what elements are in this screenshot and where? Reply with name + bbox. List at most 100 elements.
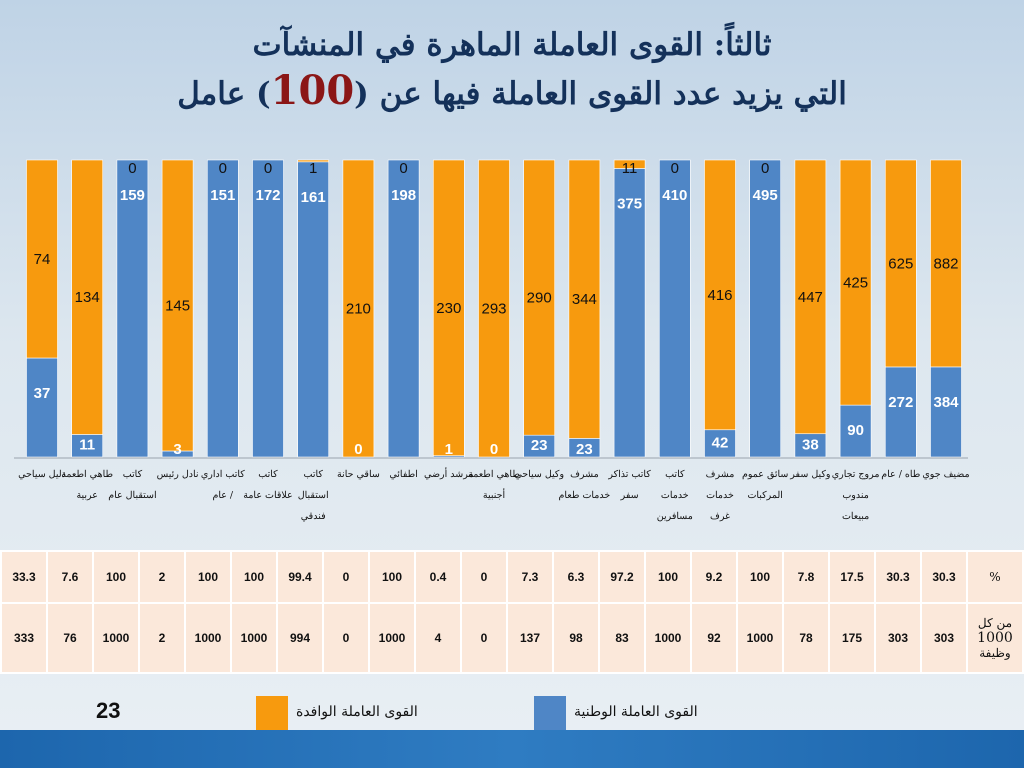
legend-label-foreign: القوى العاملة الوافدة xyxy=(296,704,418,720)
table-cell-percent: 100 xyxy=(644,550,692,604)
title-number: 100 xyxy=(270,67,355,114)
bar-foreign xyxy=(26,159,58,359)
category-label: كاتب xyxy=(258,469,278,480)
table-cell-per-thousand: 76 xyxy=(46,602,94,674)
bar-foreign xyxy=(478,159,510,458)
table-cell-per-thousand: 0 xyxy=(460,602,508,674)
bar-foreign xyxy=(342,159,375,458)
category-label: كاتب xyxy=(123,469,143,480)
bar-foreign xyxy=(794,159,827,435)
table-cell-per-thousand: 333 xyxy=(0,602,48,674)
bar-foreign xyxy=(297,159,330,163)
category-label: المركبات xyxy=(747,490,783,501)
bar-national xyxy=(252,159,284,458)
data-label-foreign: 0 xyxy=(264,160,272,177)
bar-national xyxy=(704,429,736,458)
data-label-foreign: 290 xyxy=(527,290,552,307)
bar-foreign xyxy=(930,159,962,368)
table-cell-percent: 9.2 xyxy=(690,550,738,604)
bar-national xyxy=(26,357,58,458)
legend-swatch-foreign xyxy=(256,696,288,736)
table-cell-percent: 7.8 xyxy=(782,550,830,604)
table-cell-percent: 0 xyxy=(322,550,370,604)
category-label: مروج تجاري xyxy=(832,469,880,480)
data-label-national: 0 xyxy=(490,441,498,458)
category-label: كاتب xyxy=(665,469,685,480)
data-label-national: 384 xyxy=(933,394,959,411)
table-cell-per-thousand: 175 xyxy=(828,602,876,674)
data-label-foreign: 0 xyxy=(399,160,407,177)
bar-national xyxy=(207,159,239,458)
category-label: طاه / عام xyxy=(881,469,921,480)
category-label: خدمات طعام xyxy=(559,490,611,501)
category-label: أجنبية xyxy=(483,488,506,501)
data-label-foreign: 0 xyxy=(128,160,136,177)
bar-national xyxy=(839,404,872,458)
data-label-foreign: 416 xyxy=(707,287,732,304)
row-header-line: من كل xyxy=(977,616,1013,630)
data-table: 33.3 7.6 100 2 100 100 99.4 0 100 0.4 0 7.3 6.3 97.2 1… xyxy=(0,550,1024,674)
row-header-line: وظيفة xyxy=(979,646,1011,660)
data-label-national: 23 xyxy=(531,437,548,454)
data-label-foreign: 74 xyxy=(34,251,51,268)
table-cell-per-thousand: 83 xyxy=(598,602,646,674)
legend-label-national: القوى العاملة الوطنية xyxy=(574,704,698,720)
table-cell-per-thousand: 1000 xyxy=(368,602,416,674)
category-label: مندوب xyxy=(842,490,868,501)
table-cell-per-thousand: 303 xyxy=(920,602,968,674)
category-label: مشرف xyxy=(570,469,599,480)
table-cell-percent: 100 xyxy=(736,550,784,604)
data-label-foreign: 0 xyxy=(219,160,227,177)
percent-row: 33.3 7.6 100 2 100 100 99.4 0 100 0.4 0 7.3 6.3 97.2 1… xyxy=(0,550,1024,604)
data-label-foreign: 293 xyxy=(481,301,506,318)
bar-national xyxy=(116,159,149,458)
data-label-national: 38 xyxy=(802,436,819,453)
table-cell-percent: 2 xyxy=(138,550,186,604)
page-number: 23 xyxy=(96,698,121,723)
table-cell-percent: 7.3 xyxy=(506,550,554,604)
category-label: مرشد أرضي xyxy=(424,467,474,480)
category-label: دليل سياحي xyxy=(18,469,66,480)
table-cell-per-thousand: 1000 xyxy=(736,602,784,674)
slide-title: ثالثاً: القوى العاملة الماهرة في المنشآت… xyxy=(0,22,1024,117)
bar-foreign xyxy=(568,159,601,439)
table-cell-per-thousand: 1000 xyxy=(184,602,232,674)
category-label: طاهي اطعمة xyxy=(468,469,520,480)
category-label: كاتب اداري xyxy=(201,469,245,480)
category-label: كاتب تذاكر xyxy=(607,469,651,480)
row-header-percent: % xyxy=(966,550,1024,604)
category-label: وكيل سفر xyxy=(789,469,831,480)
category-label: طاهي اطعمة xyxy=(61,469,113,480)
category-label: غرف xyxy=(710,511,730,522)
table-cell-per-thousand: 2 xyxy=(138,602,186,674)
table-cell-percent: 30.3 xyxy=(874,550,922,604)
category-label: سائق عموم xyxy=(742,469,788,480)
category-label: عربية xyxy=(76,490,98,501)
table-cell-percent: 0.4 xyxy=(414,550,462,604)
table-cell-per-thousand: 1000 xyxy=(644,602,692,674)
data-label-national: 172 xyxy=(255,187,280,204)
title-line-2: التي يزيد عدد القوى العاملة فيها عن (100… xyxy=(0,68,1024,117)
category-label: / عام xyxy=(212,490,233,501)
table-cell-percent: 33.3 xyxy=(0,550,48,604)
table-cell-percent: 17.5 xyxy=(828,550,876,604)
data-label-national: 23 xyxy=(576,441,593,458)
bar-foreign xyxy=(432,159,465,457)
table-cell-per-thousand: 303 xyxy=(874,602,922,674)
bar-foreign xyxy=(884,159,917,368)
category-label: علاقات عامة xyxy=(243,490,292,501)
table-cell-per-thousand: 0 xyxy=(322,602,370,674)
table-cell-per-thousand: 98 xyxy=(552,602,600,674)
title-line-2-end: ) عامل xyxy=(177,76,271,112)
table-cell-percent: 100 xyxy=(368,550,416,604)
per-thousand-row: 333 76 1000 2 1000 1000 994 0 1000 4 0 137 98 83 1000 9… xyxy=(0,602,1024,674)
table-cell-per-thousand: 78 xyxy=(782,602,830,674)
data-label-national: 37 xyxy=(34,385,51,402)
data-label-foreign: 210 xyxy=(346,301,371,318)
data-label-national: 161 xyxy=(301,189,326,206)
table-cell-percent: 99.4 xyxy=(276,550,324,604)
table-cell-percent: 100 xyxy=(92,550,140,604)
data-label-national: 0 xyxy=(354,441,362,458)
footer-bar xyxy=(0,730,1024,768)
data-label-foreign: 425 xyxy=(843,275,868,292)
